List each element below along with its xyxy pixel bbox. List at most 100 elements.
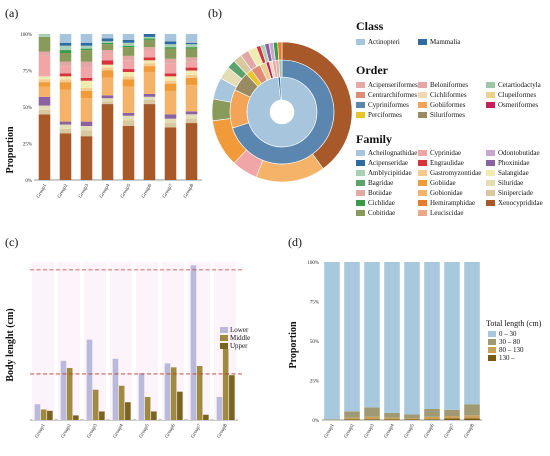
panel-a-bar-segment (143, 104, 156, 180)
panel-d-bar-segment (344, 419, 360, 420)
panel-c-legend-swatch (220, 343, 228, 349)
panel-c-xtick: Group4 (113, 423, 125, 439)
panel-a-ylabel: Proportion (5, 126, 16, 173)
panel-c-bar (47, 410, 53, 420)
panel-d-legend-title: Total length (cm) (486, 319, 542, 328)
panel-a-bar-segment (143, 38, 156, 40)
panel-c-bar (138, 373, 145, 420)
panel-d-bar-segment (444, 409, 460, 417)
panel-d-bar-segment (344, 411, 360, 418)
panel-a-ytick: 0% (25, 179, 32, 184)
panel-d-chart: 0% 25% 50% 75% 100% Group1 Group2 Group3 Group4 G… (307, 261, 524, 439)
panel-c-bar (203, 414, 209, 420)
legend-label: Gobionidae (430, 189, 463, 197)
panel-d-ytick: 25% (310, 380, 319, 385)
legend-swatch (418, 102, 427, 108)
panel-a-bar-segment (38, 76, 51, 80)
legend-swatch (418, 150, 427, 156)
donut-slice (211, 98, 232, 122)
panel-b-legend: Actinopteri Mammalia Acipenseriformes Belon… (356, 38, 543, 217)
panel-d-bar-segment (464, 415, 480, 419)
panel-a-bar-segment (164, 127, 177, 180)
panel-d-bar-segment (424, 416, 440, 420)
panel-a-bar-segment (38, 114, 51, 180)
panel-c-legend-swatch (220, 327, 228, 333)
panel-a-bar-segment (59, 50, 72, 53)
panel-a-ytick: 25% (23, 143, 32, 148)
panel-c-xtick: Group8 (217, 423, 229, 439)
panel-a-bar-segment (185, 118, 198, 124)
panel-a-bar-segment (80, 125, 93, 131)
panel-a-bar-segment (122, 125, 135, 180)
legend-swatch (356, 92, 365, 98)
panel-d-bar-segment (424, 408, 440, 417)
panel-a-bar-segment (164, 73, 177, 77)
panel-c-legend-swatch (220, 335, 228, 341)
panel-a-bar-segment (164, 41, 177, 45)
panel-a-ytick: 100% (20, 33, 32, 38)
panel-d-ytick: 50% (310, 340, 319, 345)
panel-a-bar-segment (38, 82, 51, 87)
panel-d-label: (d) (288, 235, 302, 249)
legend-swatch (486, 190, 495, 196)
panel-a-bar-segment (122, 60, 135, 70)
panel-a-bar-segment (80, 136, 93, 180)
legend-swatch (356, 39, 365, 45)
legend-label: Amblycipitidae (368, 169, 412, 177)
panel-a-bar-segment (185, 48, 198, 58)
panel-d-bar-segment (464, 404, 480, 416)
panel-c-xtick: Group5 (139, 423, 151, 439)
panel-d-legend-label: 80 – 130 (499, 346, 524, 354)
legend-label: Cobitidae (368, 209, 395, 217)
panel-d-bar-segment (364, 419, 380, 420)
panel-a-bar-segment (101, 34, 114, 39)
legend-swatch (486, 170, 495, 176)
panel-c-bar (73, 415, 79, 420)
legend-swatch (486, 180, 495, 186)
panel-a-bar-segment (80, 67, 93, 78)
panel-a-bar-segment (143, 34, 156, 37)
panel-d-legend-swatch (488, 339, 496, 345)
panel-a-bar-segment (59, 128, 72, 134)
panel-a-xtick: Group1 (36, 183, 48, 199)
panel-d-xtick: Group8 (464, 423, 476, 439)
panel-a-xtick: Group7 (162, 183, 174, 199)
legend-swatch (418, 170, 427, 176)
panel-a-bar-segment (185, 42, 198, 45)
panel-c-ylabel: Body lenght (cm) (5, 308, 16, 381)
class-legend-title: Class (356, 19, 384, 33)
panel-a-bar-segment (122, 45, 135, 48)
panel-a-xtick: Group4 (99, 183, 111, 199)
panel-d-bar-segment (404, 419, 420, 420)
panel-d-bar-segment (384, 262, 400, 413)
panel-a-bar-segment (185, 77, 198, 86)
legend-swatch (486, 200, 495, 206)
panel-a-bar-segment (122, 112, 135, 116)
panel-a-bar-segment (122, 71, 135, 77)
panel-a-bar-segment (80, 45, 93, 49)
panel-a-bar-segment (164, 34, 177, 42)
panel-a-xtick: Group5 (120, 183, 132, 199)
panel-a-bar-segment (122, 42, 135, 46)
panel-a-bar-segment (185, 34, 198, 43)
panel-c-bar (229, 375, 235, 420)
panel-a-bar-segment (59, 45, 72, 51)
panel-a-bar-segment (122, 55, 135, 61)
panel-a-bar-segment (122, 69, 135, 72)
panel-a-bar-segment (38, 105, 51, 110)
legend-label: Clupeiformes (498, 91, 536, 99)
order-legend-title: Order (356, 63, 389, 77)
panel-a-bar-segment (143, 39, 156, 48)
panel-a-bar-segment (143, 96, 156, 100)
panel-d-ytick: 75% (310, 301, 319, 306)
panel-c-bar (112, 358, 119, 420)
panel-a-bar-segment (164, 90, 177, 115)
panel-a-bar-segment (59, 89, 72, 122)
panel-a-ytick: 50% (23, 106, 32, 111)
panel-a-bar-segment (143, 66, 156, 72)
panel-a-bar-segment (101, 104, 114, 180)
legend-label: Siluriformes (430, 111, 465, 119)
panel-d-bar-segment (384, 419, 400, 420)
panel-c-bar (190, 265, 197, 420)
legend-swatch (356, 210, 365, 216)
